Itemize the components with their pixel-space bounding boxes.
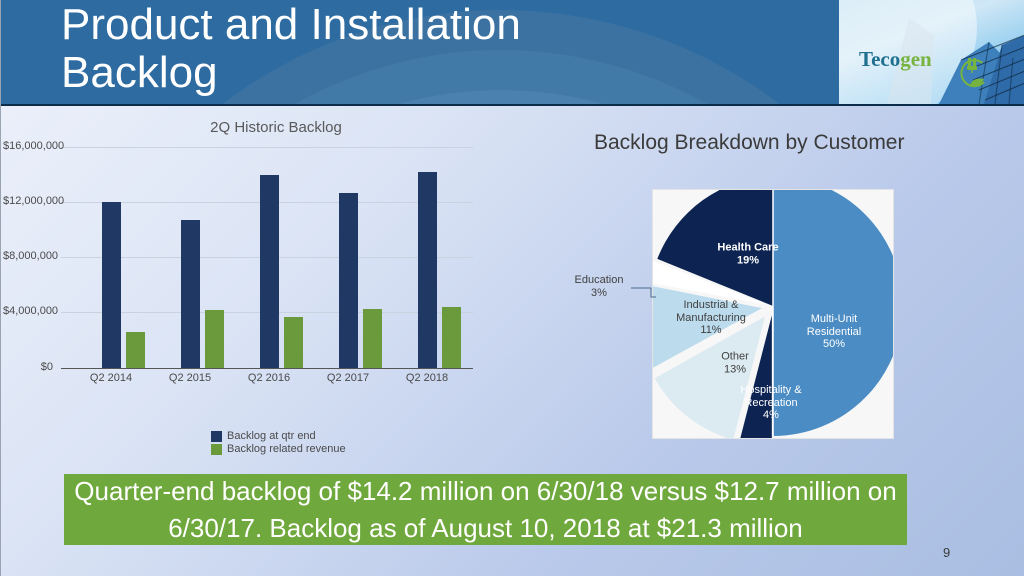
svg-text:Tecogen: Tecogen (859, 47, 932, 71)
